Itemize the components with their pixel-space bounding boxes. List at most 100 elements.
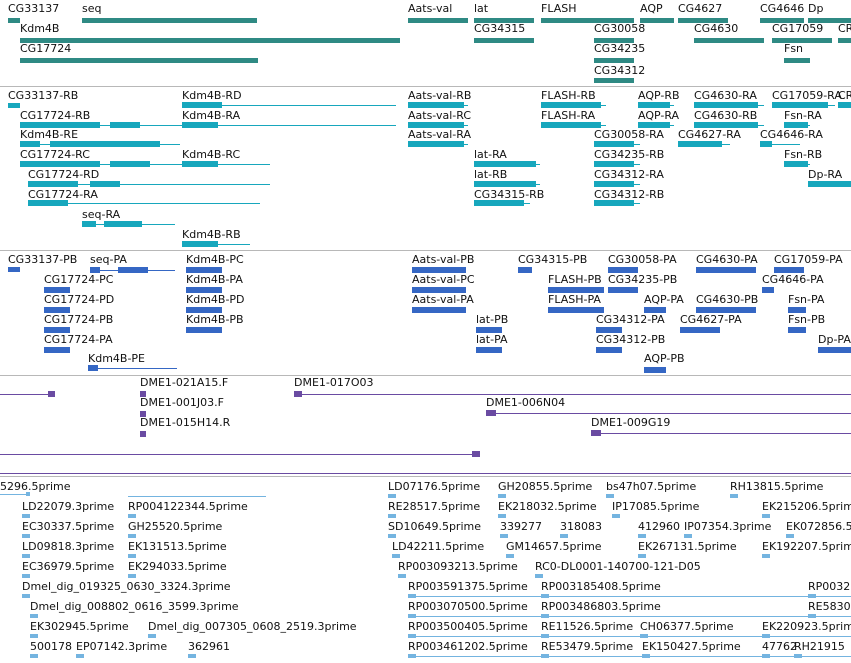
feature-label: CG17724 [20, 42, 72, 55]
exon-block [110, 122, 140, 128]
feature-label: CG17724-RB [20, 109, 91, 122]
feature-label: CG33137-RB [8, 89, 79, 102]
feature-label: seq-RA [82, 208, 121, 221]
exon-block [388, 514, 396, 518]
exon-block [20, 38, 400, 43]
exon-block [762, 634, 770, 638]
feature-label: lat-RB [474, 168, 508, 181]
feature-label: CG34235-RB [594, 148, 665, 161]
exon-block [548, 287, 604, 293]
exon-block [548, 307, 604, 313]
feature-label: FLASH-PB [548, 273, 602, 286]
feature-label: CG34315-RB [474, 188, 545, 201]
exon-block [541, 18, 606, 23]
feature-label: RP003185408.5prime [541, 580, 661, 593]
feature-label: AQP-PA [644, 293, 684, 306]
feature-label: bs47h07.5prime [606, 480, 697, 493]
feature-label: EC36979.5prime [22, 560, 115, 573]
exon-block [412, 267, 466, 273]
feature-label: CG34312-PA [596, 313, 665, 326]
feature-label: CG34315-PB [518, 253, 588, 266]
intron-line [28, 203, 260, 204]
exon-block [140, 431, 146, 437]
exon-block [90, 181, 120, 187]
exon-block [474, 200, 524, 206]
exon-block [760, 141, 772, 147]
exon-block [762, 554, 770, 558]
exon-block [104, 221, 142, 227]
exon-block [808, 18, 851, 23]
feature-label: EK131513.5prime [128, 540, 227, 553]
feature-label: CG30058-PA [608, 253, 677, 266]
exon-block [118, 267, 148, 273]
exon-block [140, 391, 146, 397]
intron-line [408, 596, 851, 597]
feature-label: DME1-009G19 [591, 416, 671, 429]
feature-label: LD22079.3prime [22, 500, 115, 513]
exon-block [182, 161, 218, 167]
exon-block [20, 122, 100, 128]
exon-block [694, 122, 758, 128]
track-divider [0, 250, 851, 251]
exon-block [186, 307, 222, 313]
feature-label: RE11526.5prime [541, 620, 634, 633]
exon-block [48, 391, 55, 397]
feature-label: CG4630 [694, 22, 739, 35]
exon-block [82, 221, 96, 227]
feature-label: CG4627-PA [680, 313, 742, 326]
feature-label: RP003486803.5prime [541, 600, 661, 613]
exon-block [594, 38, 634, 43]
feature-label: LD42211.5prime [392, 540, 485, 553]
feature-label: 500178 [30, 640, 72, 653]
exon-block [818, 347, 851, 353]
exon-block [392, 554, 400, 558]
feature-label: 47762 [762, 640, 797, 653]
exon-block [594, 181, 634, 187]
feature-label: EK072856.5prime [786, 520, 851, 533]
feature-label: CG17724-PA [44, 333, 113, 346]
feature-label: CG17724-PC [44, 273, 114, 286]
exon-block [784, 58, 810, 63]
feature-label: AQP [640, 2, 663, 15]
exon-block [388, 494, 396, 498]
feature-label: Dp-PA [818, 333, 851, 346]
exon-block [696, 307, 756, 313]
feature-label: Fsn-PA [788, 293, 825, 306]
exon-block [22, 514, 30, 518]
feature-label: SD10649.5prime [388, 520, 481, 533]
exon-block [128, 574, 136, 578]
feature-label: RP003093213.5prime [398, 560, 518, 573]
exon-block [408, 122, 464, 128]
feature-label: RP004122344.5prime [128, 500, 248, 513]
feature-label: Kdm4B-RA [182, 109, 241, 122]
exon-block [541, 594, 549, 598]
intron-line [408, 616, 851, 617]
feature-label: RP0032 [808, 580, 851, 593]
feature-label: AQP-RA [638, 109, 680, 122]
feature-label: CG34235-PB [608, 273, 678, 286]
feature-label: lat-RA [474, 148, 507, 161]
exon-block [694, 102, 758, 108]
feature-label: Aats-val-RA [408, 128, 471, 141]
exon-block [608, 287, 638, 293]
intron-line [294, 394, 851, 395]
exon-block [794, 654, 802, 658]
exon-block [128, 514, 136, 518]
exon-block [560, 534, 568, 538]
exon-block [594, 58, 634, 63]
exon-block [22, 574, 30, 578]
exon-block [412, 287, 466, 293]
feature-label: CG34312-RA [594, 168, 664, 181]
exon-block [82, 18, 257, 23]
exon-block [596, 347, 622, 353]
feature-label: AQP-RB [638, 89, 680, 102]
feature-label: Kdm4B-PE [88, 352, 146, 365]
feature-label: CG30058 [594, 22, 646, 35]
feature-label: Dmel_dig_019325_0630_3324.3prime [22, 580, 231, 593]
exon-block [140, 411, 146, 417]
feature-label: RC0-DL0001-140700-121-D05 [535, 560, 701, 573]
feature-label: CG34312-RB [594, 188, 665, 201]
feature-label: Aats-val-PB [412, 253, 475, 266]
exon-block [110, 161, 150, 167]
exon-block [474, 181, 536, 187]
